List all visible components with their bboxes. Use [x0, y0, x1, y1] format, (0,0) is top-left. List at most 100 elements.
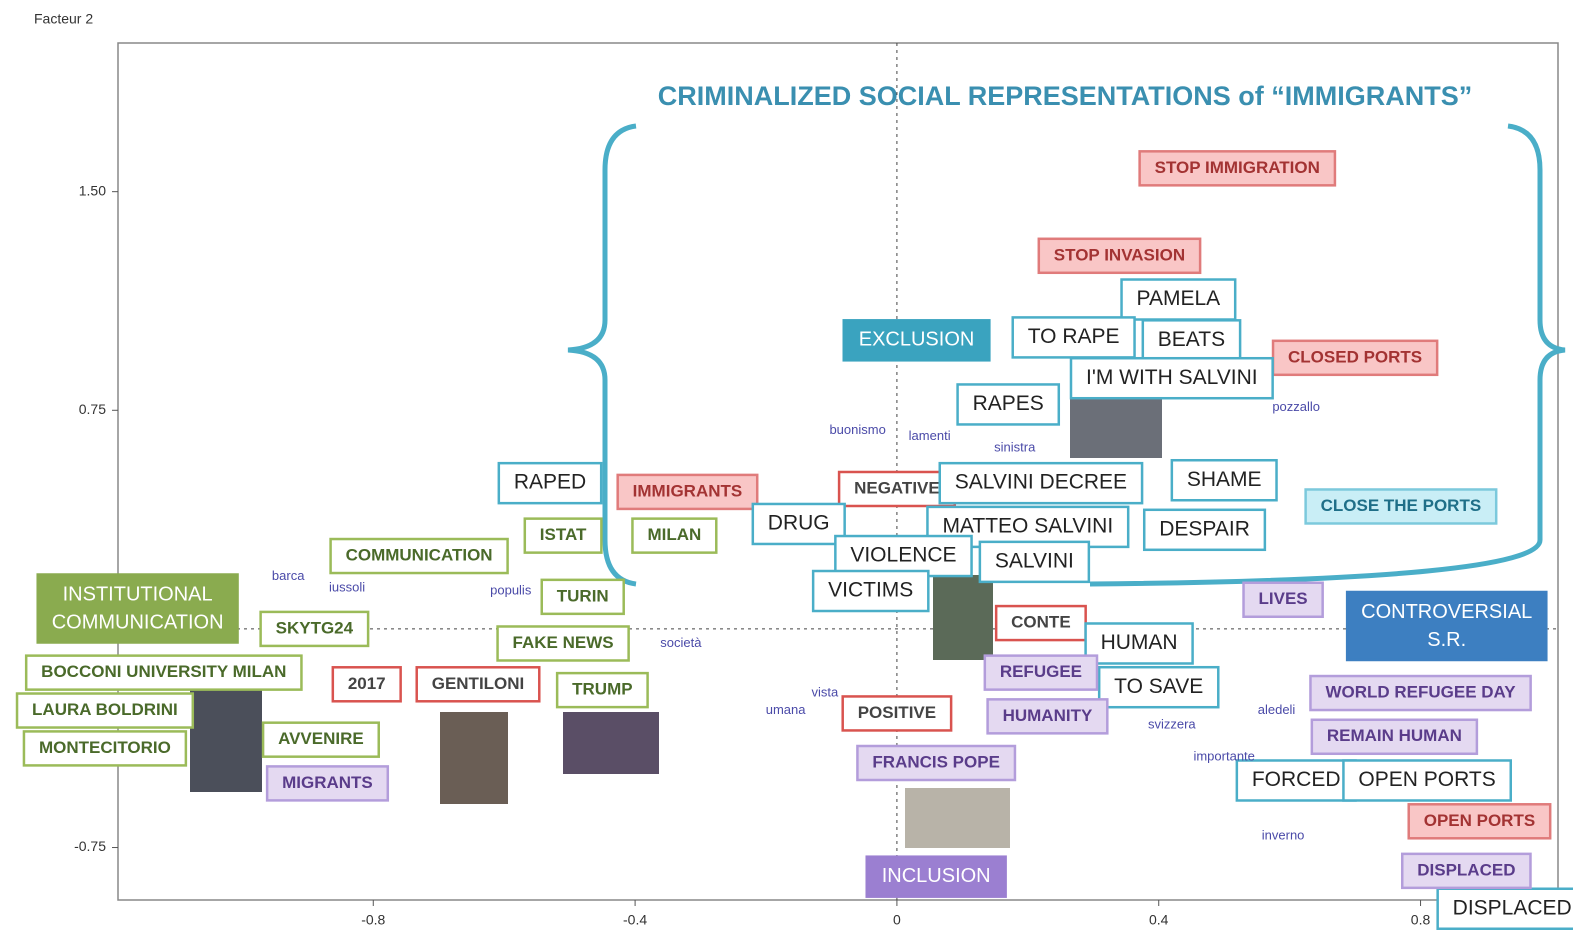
label-box: LIVES: [1244, 583, 1323, 617]
word-label: barca: [272, 568, 305, 583]
x-tick-label: -0.4: [623, 912, 647, 928]
label-box: EXCLUSION: [844, 320, 990, 360]
label-box: STOP INVASION: [1039, 239, 1200, 273]
photo: [905, 788, 1010, 848]
label-box: POSITIVE: [843, 696, 951, 730]
label-box-text: IMMIGRANTS: [633, 481, 743, 500]
label-box-text: HUMANITY: [1003, 706, 1093, 725]
word-label: lamenti: [909, 428, 951, 443]
label-box-text: MATTEO SALVINI: [942, 514, 1113, 537]
y-tick-label: 1.50: [79, 182, 106, 198]
label-box: FAKE NEWS: [498, 626, 629, 660]
label-box-text: 2017: [348, 674, 386, 693]
label-box-text: NEGATIVE: [854, 478, 940, 497]
photo: [563, 712, 659, 774]
label-box: NEGATIVE: [839, 472, 955, 506]
label-box-text: SALVINI: [995, 549, 1074, 572]
label-box: MIGRANTS: [267, 766, 388, 800]
label-box-text: ISTAT: [540, 525, 587, 544]
label-box: DISPLACED: [1438, 889, 1573, 929]
label-box-text: BOCCONI UNIVERSITY MILAN: [41, 662, 286, 681]
word-label: vista: [812, 684, 840, 699]
chart-title: CRIMINALIZED SOCIAL REPRESENTATIONS of “…: [658, 81, 1473, 111]
label-box-text: CLOSED PORTS: [1288, 347, 1422, 366]
label-box-text: POSITIVE: [858, 703, 936, 722]
label-box: STOP IMMIGRATION: [1140, 151, 1335, 185]
label-box: REFUGEE: [985, 656, 1097, 690]
label-box-text: CONTE: [1011, 613, 1071, 632]
label-box-text: I'M WITH SALVINI: [1086, 366, 1258, 389]
word-label: iussoli: [329, 580, 365, 595]
label-box: ISTAT: [525, 519, 602, 553]
word-label: sinistra: [994, 440, 1036, 455]
label-box-text: TO RAPE: [1028, 325, 1120, 348]
word-label: buonismo: [829, 422, 885, 437]
label-box-text: INCLUSION: [882, 865, 991, 887]
label-box-text: EXCLUSION: [859, 329, 975, 351]
label-box-text: STOP IMMIGRATION: [1155, 158, 1320, 177]
label-box: TO RAPE: [1013, 317, 1135, 357]
label-box: DISPLACED: [1402, 854, 1530, 888]
label-box-text: MIGRANTS: [282, 773, 373, 792]
label-box: OPEN PORTS: [1409, 804, 1550, 838]
label-box-text: TRUMP: [572, 680, 632, 699]
y-axis-label: Facteur 2: [34, 11, 93, 27]
photo: [933, 575, 993, 660]
label-box-text: OPEN PORTS: [1358, 768, 1495, 791]
x-tick-label: 0: [893, 912, 901, 928]
x-tick-label: -0.8: [361, 912, 385, 928]
label-box: HUMANITY: [988, 699, 1108, 733]
chart: Facteur 2 CRIMINALIZED SOCIAL REPRESENTA…: [0, 0, 1573, 932]
word-label: inverno: [1262, 827, 1305, 842]
label-box: DESPAIR: [1144, 510, 1265, 550]
label-box: HUMAN: [1086, 623, 1193, 663]
word-label: populis: [490, 582, 532, 597]
label-box: SALVINI DECREE: [940, 463, 1142, 503]
label-box-text: FRANCIS POPE: [872, 752, 1000, 771]
label-box: MONTECITORIO: [24, 731, 186, 765]
label-box: WORLD REFUGEE DAY: [1310, 676, 1530, 710]
label-box-text: TO SAVE: [1114, 675, 1203, 698]
y-tick-label: -0.75: [74, 838, 106, 854]
label-box-text: SALVINI DECREE: [955, 471, 1127, 494]
word-label: pozzallo: [1272, 399, 1320, 414]
label-box: FRANCIS POPE: [857, 746, 1015, 780]
label-box-text: MILAN: [647, 525, 701, 544]
label-box-text: DESPAIR: [1159, 517, 1250, 540]
label-box: SHAME: [1172, 460, 1277, 500]
label-box-text: LIVES: [1259, 589, 1308, 608]
label-box: 2017: [333, 667, 401, 701]
label-box: I'M WITH SALVINI: [1071, 358, 1273, 398]
x-tick-label: 0.8: [1411, 912, 1431, 928]
label-box: TRUMP: [557, 673, 647, 707]
label-box: CONTE: [996, 606, 1086, 640]
label-box-text: STOP INVASION: [1054, 245, 1185, 264]
label-box-text: SKYTG24: [276, 618, 354, 637]
x-tick-label: 0.4: [1149, 912, 1169, 928]
label-box: VICTIMS: [813, 571, 928, 611]
word-label: umana: [766, 702, 807, 717]
label-box: REMAIN HUMAN: [1312, 720, 1477, 754]
label-box-text: VIOLENCE: [850, 544, 956, 567]
label-box: GENTILONI: [417, 667, 540, 701]
label-box: RAPED: [499, 463, 601, 503]
label-box-text: REMAIN HUMAN: [1327, 726, 1462, 745]
word-label: aledeli: [1258, 702, 1296, 717]
label-box-text: RAPES: [973, 392, 1044, 415]
photo: [440, 712, 508, 804]
label-box-text: DISPLACED: [1417, 860, 1515, 879]
brace-left: [568, 126, 636, 584]
label-box-text: AVVENIRE: [278, 729, 364, 748]
label-box: COMMUNICATION: [331, 539, 508, 573]
label-box: AVVENIRE: [263, 723, 379, 757]
label-box: IMMIGRANTS: [618, 475, 758, 509]
label-box-text: FORCED: [1252, 768, 1341, 791]
label-box-text: SHAME: [1187, 468, 1262, 491]
label-box-text: COMMUNICATION: [346, 546, 493, 565]
word-label: importante: [1193, 749, 1254, 764]
label-box: TURIN: [542, 580, 624, 614]
label-box-text: VICTIMS: [828, 579, 913, 602]
photo: [190, 690, 262, 792]
